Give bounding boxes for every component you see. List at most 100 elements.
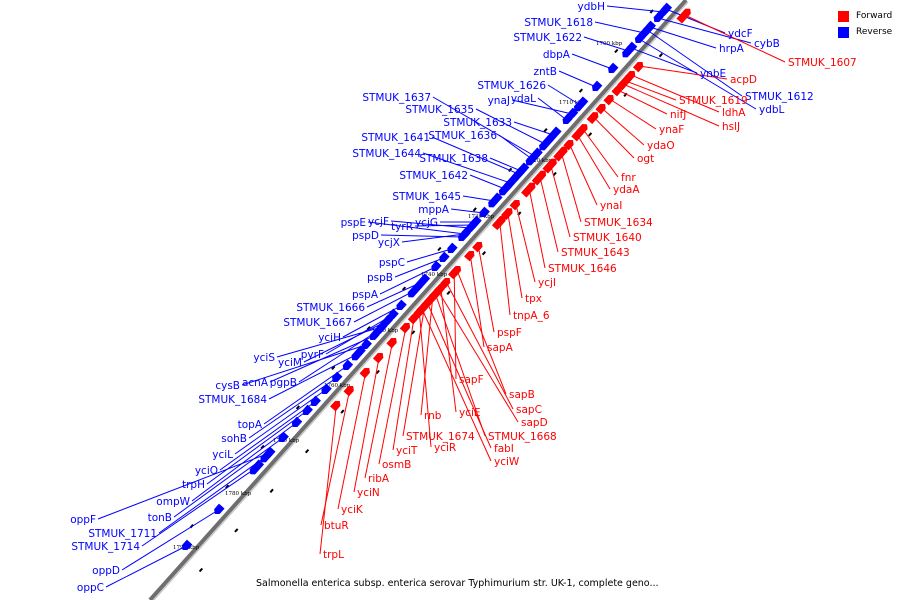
gene-feature-pspB[interactable] bbox=[439, 251, 450, 263]
gene-label-ydaA[interactable]: ydaA bbox=[613, 184, 640, 196]
gene-label-pspD[interactable]: pspD bbox=[352, 230, 379, 242]
gene-label-yciR[interactable]: yciR bbox=[434, 442, 456, 454]
gene-label-sapA[interactable]: sapA bbox=[487, 342, 514, 354]
gene-feature-STMUK_1640[interactable] bbox=[542, 158, 557, 174]
gene-label-yciN[interactable]: yciN bbox=[357, 487, 380, 499]
gene-feature-cybB[interactable] bbox=[653, 11, 665, 23]
gene-label-pyrF[interactable]: pyrF bbox=[301, 349, 324, 361]
gene-label-STMUK_1633[interactable]: STMUK_1633 bbox=[443, 117, 512, 129]
gene-label-sohB[interactable]: sohB bbox=[221, 433, 247, 445]
gene-feature-oppD[interactable] bbox=[214, 503, 225, 515]
gene-feature-osmB[interactable] bbox=[399, 322, 411, 334]
gene-feature-STMUK_1633[interactable] bbox=[547, 126, 562, 142]
gene-label-STMUK_1635[interactable]: STMUK_1635 bbox=[405, 104, 474, 116]
gene-label-STMUK_1642[interactable]: STMUK_1642 bbox=[399, 170, 468, 182]
gene-label-rnb[interactable]: rnb bbox=[424, 410, 442, 422]
gene-label-yciK[interactable]: yciK bbox=[341, 504, 364, 516]
gene-feature-STMUK_1626[interactable] bbox=[573, 96, 589, 112]
gene-label-ynaI[interactable]: ynaI bbox=[600, 200, 622, 212]
gene-label-zntB[interactable]: zntB bbox=[534, 66, 558, 78]
gene-label-STMUK_1643[interactable]: STMUK_1643 bbox=[561, 247, 630, 259]
gene-feature-pyrF[interactable] bbox=[388, 308, 399, 320]
gene-feature-topA[interactable] bbox=[342, 359, 354, 371]
gene-feature-ydaL[interactable] bbox=[562, 113, 574, 125]
gene-feature-oppC[interactable] bbox=[181, 539, 193, 551]
gene-feature-STMUK_1643[interactable] bbox=[531, 170, 547, 186]
gene-feature-acpD[interactable] bbox=[632, 61, 644, 73]
gene-feature-zntB[interactable] bbox=[592, 80, 603, 92]
gene-label-ompW[interactable]: ompW bbox=[156, 496, 190, 508]
gene-feature-STMUK_1642[interactable] bbox=[498, 180, 514, 196]
gene-feature-yciL[interactable] bbox=[321, 383, 332, 395]
gene-feature-STMUK_1638[interactable] bbox=[514, 162, 530, 178]
gene-label-cybB[interactable]: cybB bbox=[754, 38, 780, 50]
gene-label-tonB[interactable]: tonB bbox=[148, 512, 172, 524]
gene-label-ydaO[interactable]: ydaO bbox=[647, 140, 675, 152]
gene-label-oppD[interactable]: oppD bbox=[92, 565, 120, 577]
gene-label-ynaF[interactable]: ynaF bbox=[659, 124, 684, 136]
gene-label-ynbE[interactable]: ynbE bbox=[700, 68, 726, 80]
gene-feature-dbpA[interactable] bbox=[608, 62, 619, 74]
gene-feature-sapB[interactable] bbox=[450, 265, 462, 277]
gene-label-tnpA_6[interactable]: tnpA_6 bbox=[513, 310, 550, 322]
gene-label-STMUK_1641[interactable]: STMUK_1641 bbox=[361, 132, 430, 144]
gene-label-STMUK_1666[interactable]: STMUK_1666 bbox=[296, 302, 365, 314]
gene-label-yciT[interactable]: yciT bbox=[396, 445, 418, 457]
gene-label-dbpA[interactable]: dbpA bbox=[543, 49, 571, 61]
gene-label-yciW[interactable]: yciW bbox=[494, 456, 520, 468]
gene-feature-tonB[interactable] bbox=[278, 431, 289, 443]
gene-label-tyrR[interactable]: tyrR bbox=[391, 221, 413, 233]
gene-feature-ribA[interactable] bbox=[386, 337, 397, 349]
gene-feature-tyrR[interactable] bbox=[468, 218, 480, 230]
gene-label-STMUK_1711[interactable]: STMUK_1711 bbox=[88, 528, 157, 540]
gene-feature-mppA[interactable] bbox=[479, 206, 490, 218]
gene-feature-STMUK_1714[interactable] bbox=[249, 459, 265, 475]
gene-label-STMUK_1637[interactable]: STMUK_1637 bbox=[362, 92, 431, 104]
gene-feature-yciH[interactable] bbox=[396, 299, 407, 311]
gene-label-sapC[interactable]: sapC bbox=[516, 404, 542, 416]
gene-label-sapF[interactable]: sapF bbox=[459, 374, 484, 386]
gene-label-STMUK_1626[interactable]: STMUK_1626 bbox=[477, 80, 546, 92]
gene-label-mppA[interactable]: mppA bbox=[418, 204, 450, 216]
gene-label-nifJ[interactable]: nifJ bbox=[670, 109, 686, 121]
gene-feature-ydaA[interactable] bbox=[571, 130, 582, 142]
gene-label-ycjX[interactable]: ycjX bbox=[378, 237, 400, 249]
gene-label-yciL[interactable]: yciL bbox=[212, 449, 233, 461]
gene-label-acpD[interactable]: acpD bbox=[730, 74, 757, 86]
gene-label-STMUK_1640[interactable]: STMUK_1640 bbox=[573, 232, 642, 244]
gene-feature-ompW[interactable] bbox=[291, 416, 303, 428]
gene-label-hslJ[interactable]: hslJ bbox=[722, 121, 740, 133]
gene-feature-STMUK_1607[interactable] bbox=[676, 8, 691, 24]
gene-label-sapB[interactable]: sapB bbox=[509, 389, 535, 401]
gene-feature-STMUK_1667[interactable] bbox=[407, 282, 423, 298]
gene-label-yciO[interactable]: yciO bbox=[195, 465, 218, 477]
gene-label-yciS[interactable]: yciS bbox=[253, 352, 275, 364]
gene-label-STMUK_1607[interactable]: STMUK_1607 bbox=[788, 57, 857, 69]
gene-label-trpL[interactable]: trpL bbox=[323, 549, 344, 561]
gene-feature-yciN[interactable] bbox=[372, 352, 384, 364]
gene-label-ycjF[interactable]: ycjF bbox=[368, 216, 389, 228]
gene-feature-yciW[interactable] bbox=[415, 304, 427, 316]
gene-label-STMUK_1668[interactable]: STMUK_1668 bbox=[488, 431, 557, 443]
gene-label-ydaL[interactable]: ydaL bbox=[511, 93, 536, 105]
gene-label-btuR[interactable]: btuR bbox=[324, 520, 349, 532]
gene-feature-ynbE[interactable] bbox=[626, 41, 638, 53]
gene-feature-btuR[interactable] bbox=[343, 385, 354, 397]
gene-label-ydbL[interactable]: ydbL bbox=[759, 104, 785, 116]
gene-label-ogt[interactable]: ogt bbox=[637, 153, 654, 165]
gene-label-ynaJ[interactable]: ynaJ bbox=[488, 95, 510, 107]
gene-label-pspA[interactable]: pspA bbox=[352, 289, 379, 301]
gene-label-STMUK_1634[interactable]: STMUK_1634 bbox=[584, 217, 653, 229]
gene-feature-ydaO[interactable] bbox=[595, 103, 606, 115]
gene-feature-trpH[interactable] bbox=[302, 404, 314, 416]
gene-label-ldhA[interactable]: ldhA bbox=[722, 107, 746, 119]
gene-label-fnr[interactable]: fnr bbox=[621, 172, 636, 184]
gene-feature-ycjI[interactable] bbox=[509, 199, 521, 211]
gene-feature-STMUK_1684[interactable] bbox=[351, 345, 366, 361]
gene-feature-ycjX[interactable] bbox=[460, 227, 472, 239]
gene-label-pspE[interactable]: pspE bbox=[341, 217, 366, 229]
gene-label-pspB[interactable]: pspB bbox=[367, 272, 393, 284]
gene-feature-yciO[interactable] bbox=[310, 395, 322, 407]
gene-label-STMUK_1619[interactable]: STMUK_1619 bbox=[679, 95, 748, 107]
gene-label-STMUK_1646[interactable]: STMUK_1646 bbox=[548, 263, 617, 275]
